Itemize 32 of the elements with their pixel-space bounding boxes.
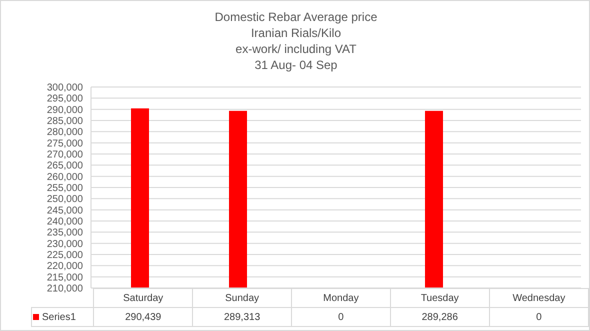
y-tick-label: 265,000 — [46, 160, 84, 172]
data-label: 289,313 — [192, 308, 292, 326]
y-tick-label: 220,000 — [46, 261, 84, 272]
y-tick-label: 240,000 — [46, 216, 84, 228]
chart-title: Domestic Rebar Average price — [214, 9, 378, 25]
y-tick-label: 300,000 — [46, 82, 84, 94]
y-tick-label: 285,000 — [46, 116, 84, 128]
y-tick-label: 215,000 — [46, 272, 84, 284]
chart-subtitle: Iranian Rials/Kilo ex-work/ including VAT 31 Aug- 04 Sep — [234, 25, 358, 73]
y-tick-label: 250,000 — [46, 194, 84, 206]
y-tick-label: 270,000 — [46, 150, 84, 161]
x-tick-label: Monday — [292, 288, 390, 308]
data-label: 290,439 — [94, 308, 193, 326]
y-tick-label: 230,000 — [46, 238, 84, 250]
text: 0 — [338, 312, 344, 322]
y-tick-label: 235,000 — [46, 228, 84, 239]
x-tick-label: Wednesday — [489, 288, 588, 308]
y-tick-label: 290,000 — [46, 104, 84, 116]
text: 0 — [536, 312, 542, 322]
y-tick-label: 295,000 — [46, 94, 84, 105]
y-tick-label: 225,000 — [46, 250, 84, 262]
y-tick-label: 280,000 — [46, 127, 84, 138]
x-tick-label: Saturday — [94, 288, 193, 308]
y-tick-label: 255,000 — [46, 183, 84, 194]
x-tick-label: Sunday — [192, 288, 292, 308]
y-tick-label: 275,000 — [46, 138, 84, 150]
data-label: 289,286 — [390, 308, 490, 326]
x-tick-label: Tuesday — [390, 288, 490, 308]
legend-label: Series1 — [32, 308, 94, 326]
y-tick-label: 245,000 — [46, 205, 84, 216]
y-tick-label: 260,000 — [46, 172, 84, 183]
y-tick-label: 210,000 — [46, 284, 84, 295]
